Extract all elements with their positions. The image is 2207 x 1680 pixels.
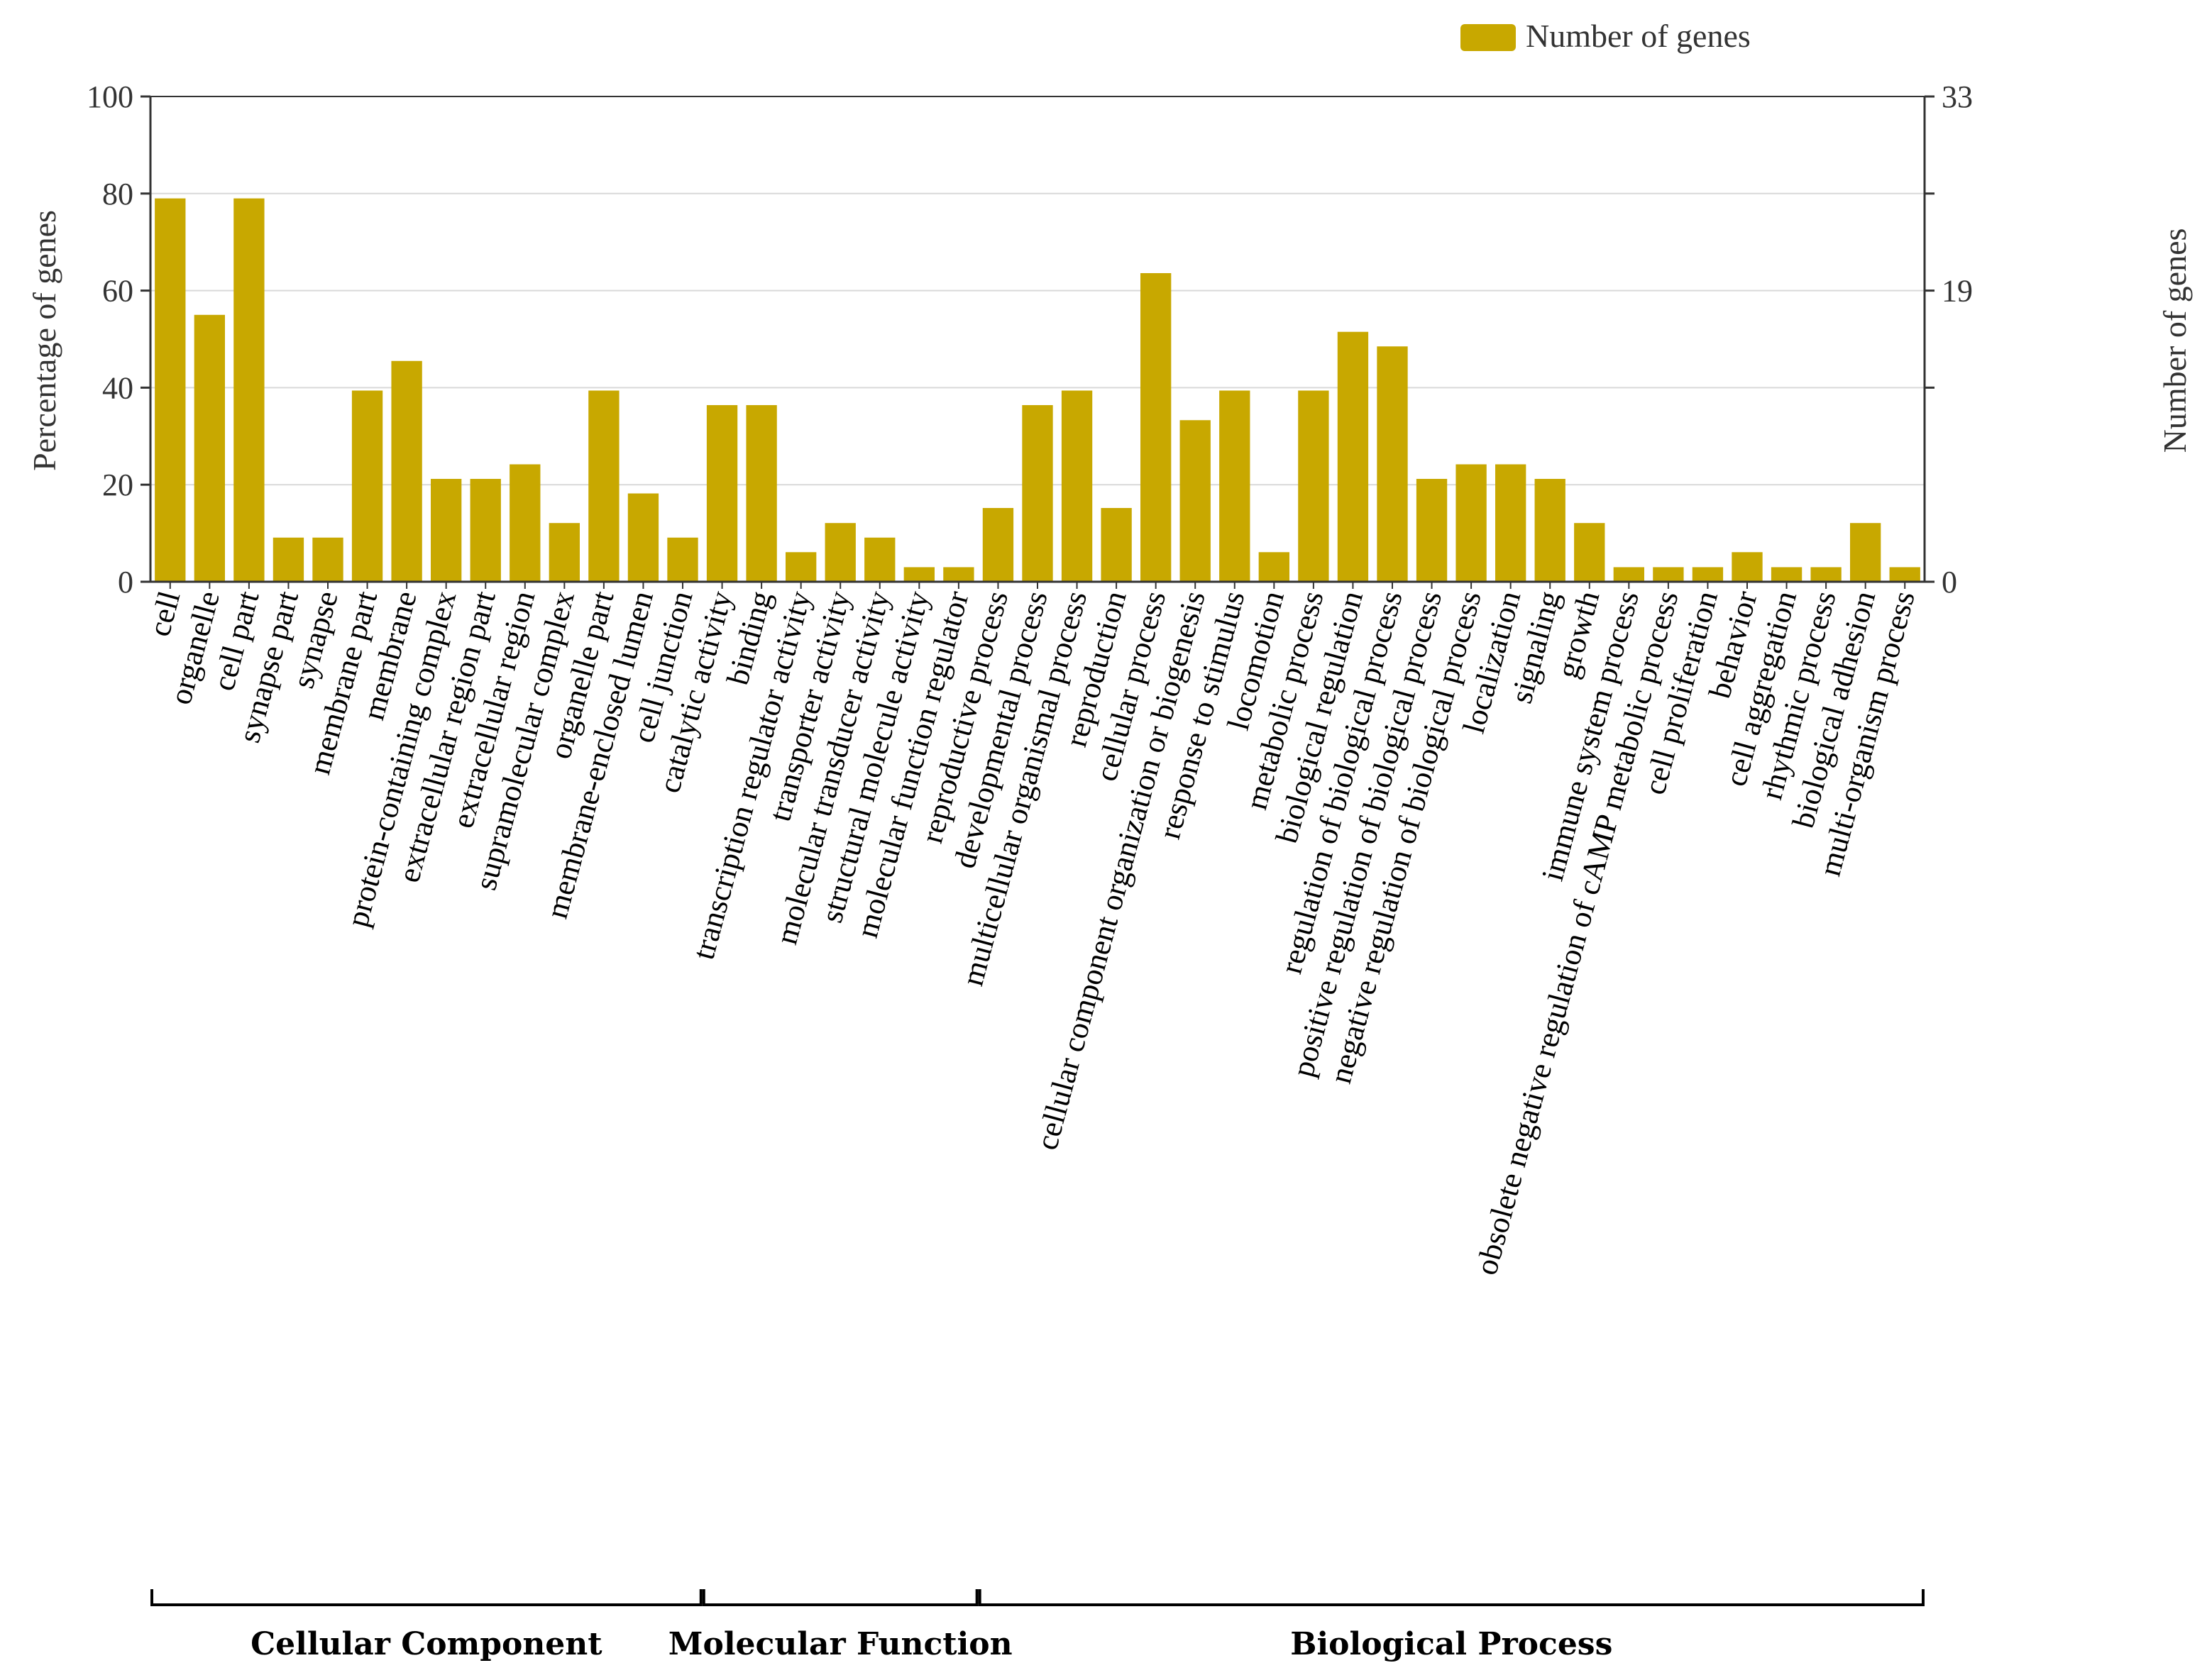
legend-swatch <box>1460 24 1516 51</box>
bar <box>1179 420 1211 582</box>
bar <box>943 567 974 582</box>
bar <box>667 537 698 582</box>
bar <box>1692 567 1724 582</box>
bar <box>1258 552 1289 582</box>
group-brackets: Cellular Component Molecular Function Biol… <box>150 1589 1925 1662</box>
bar <box>155 198 186 582</box>
y-axis-title-left: Percentage of genes <box>26 210 62 471</box>
bar <box>1377 346 1408 582</box>
bar <box>825 523 856 582</box>
y-tick-label-left: 40 <box>102 370 133 405</box>
y-tick-label-right: 33 <box>1942 79 1973 114</box>
y-axis-title-right: Number of genes <box>2157 228 2193 453</box>
y-tick-label-right: 19 <box>1942 274 1973 309</box>
group-bracket <box>978 1589 1925 1606</box>
bar <box>549 523 580 582</box>
y-tick-label-left: 80 <box>102 177 133 211</box>
bar <box>1219 390 1250 582</box>
bar <box>786 552 817 582</box>
legend-label: Number of genes <box>1526 18 1751 54</box>
group-label: Cellular Component <box>251 1626 602 1662</box>
y-tick-label-left: 20 <box>102 468 133 502</box>
bar <box>431 478 462 582</box>
bar <box>706 405 738 582</box>
bar <box>1534 478 1565 582</box>
bar <box>1455 464 1487 582</box>
bar <box>1101 508 1132 582</box>
bar <box>1061 390 1093 582</box>
group-bracket <box>702 1589 979 1606</box>
bars <box>155 198 1920 582</box>
bar <box>1416 478 1448 582</box>
bar <box>1732 552 1763 582</box>
bar <box>470 478 501 582</box>
group-label: Molecular Function <box>668 1626 1013 1662</box>
bar <box>351 390 383 582</box>
bar <box>982 508 1014 582</box>
bar <box>312 537 343 582</box>
group-label: Biological Process <box>1290 1626 1612 1662</box>
bar <box>1140 272 1172 582</box>
bar <box>746 405 777 582</box>
bar <box>233 198 265 582</box>
bar <box>1495 464 1526 582</box>
y-tick-label-right: 0 <box>1942 565 1957 599</box>
bar <box>1337 331 1369 582</box>
y-tick-label-left: 60 <box>102 274 133 309</box>
y-tick-label-left: 0 <box>118 565 133 599</box>
bar <box>1653 567 1684 582</box>
bar <box>1850 523 1881 582</box>
bar <box>1771 567 1803 582</box>
bar <box>1889 567 1920 582</box>
bar <box>391 360 422 582</box>
bar <box>864 537 896 582</box>
bar <box>903 567 935 582</box>
bar <box>194 314 225 582</box>
bar <box>588 390 620 582</box>
bar <box>627 493 659 582</box>
bar <box>273 537 304 582</box>
bar <box>1613 567 1644 582</box>
bar <box>1574 523 1605 582</box>
bar <box>1298 390 1329 582</box>
axes: 0 20 40 60 80 100 0 19 33 <box>87 79 1973 599</box>
bar <box>1022 405 1053 582</box>
group-bracket <box>150 1589 703 1606</box>
bar <box>510 464 541 582</box>
y-tick-label-left: 100 <box>87 79 133 114</box>
bar <box>1810 567 1842 582</box>
